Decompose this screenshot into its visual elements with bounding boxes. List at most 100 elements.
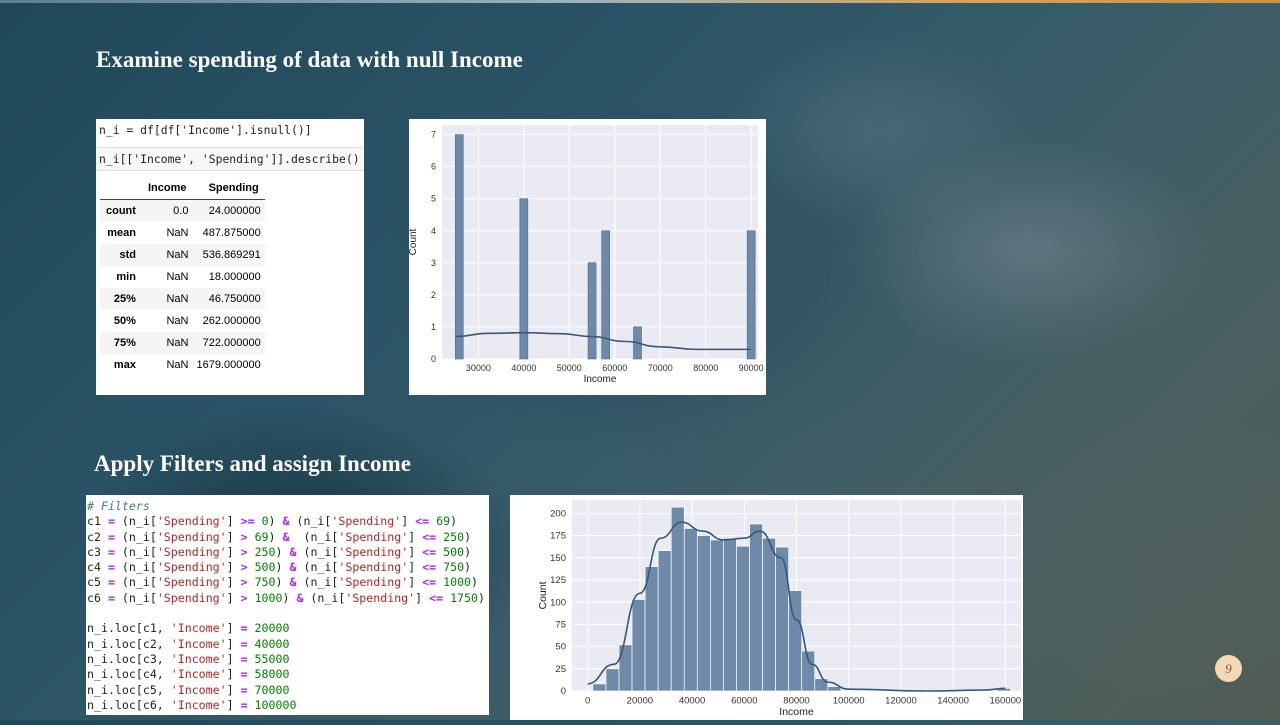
x-axis-label: Income [779, 706, 814, 718]
slide-title-null-income: Examine spending of data with null Incom… [96, 47, 523, 72]
histogram-bar [775, 546, 790, 692]
code-line: # Filters [87, 499, 150, 513]
describe-row-3: min NaN 18.000000 [100, 266, 265, 288]
filters-code-panel: # Filters c1 = (n_i['Spending'] >= 0) & (… [86, 495, 489, 715]
y-tick-label: 175 [550, 531, 566, 542]
describe-row-0: count 0.0 24.000000 [100, 199, 265, 222]
describe-col-spending: Spending [192, 177, 265, 200]
histogram-bar [454, 134, 464, 360]
describe-row-label: mean [107, 227, 136, 239]
histogram-bar [605, 668, 620, 692]
slide-title-filters: Apply Filters and assign Income [94, 451, 411, 476]
page-number-badge: 9 [1215, 655, 1242, 682]
notebook-describe-panel: n_i = df[df['Income'].isnull()] n_i[['In… [96, 119, 364, 395]
describe-cell: 722.000000 [202, 337, 261, 349]
code-line: n_i.loc[c6, 'Income'] = 100000 [87, 697, 297, 712]
income-histogram-full: 0 20000 40000 60000 80000 100000 120000 140000 1… [537, 500, 1021, 718]
describe-cell: NaN [166, 337, 189, 349]
filters-code-cell: # Filters c1 = (n_i['Spending'] >= 0) & (… [86, 495, 489, 713]
describe-col-index [100, 177, 142, 200]
y-tick-label: 3 [431, 258, 436, 268]
x-tick-label: 80000 [693, 363, 718, 373]
histogram-bar [592, 683, 607, 692]
histogram-bar [710, 539, 724, 692]
code-cell-isnull: n_i = df[df['Income'].isnull()] [96, 119, 364, 141]
y-tick-label: 1 [431, 322, 436, 332]
code-line: c4 = (n_i['Spending'] > 500) & (n_i['Spe… [87, 560, 472, 575]
x-tick-label: 90000 [739, 363, 764, 373]
histogram-bar [801, 650, 816, 692]
x-tick-label: 60000 [602, 363, 627, 373]
describe-cell: 536.869291 [202, 249, 261, 261]
describe-row-7: max NaN 1679.000000 [100, 354, 265, 376]
describe-cell: 0.0 [173, 205, 189, 217]
x-axis-label: Income [584, 374, 617, 385]
histogram-bar [657, 550, 672, 692]
describe-table-header: Income Spending [100, 177, 265, 200]
y-tick-label: 125 [550, 575, 566, 586]
plot-area [442, 125, 758, 359]
x-tick-label: 30000 [466, 363, 491, 373]
y-axis-label: Count [409, 228, 419, 255]
code-line: n_i.loc[c3, 'Income'] = 55000 [87, 651, 290, 666]
describe-row-label: 25% [113, 293, 136, 305]
x-tick-label: 60000 [731, 696, 757, 707]
code-line: c5 = (n_i['Spending'] > 750) & (n_i['Spe… [87, 575, 479, 590]
y-tick-label: 200 [550, 508, 566, 519]
code-line: n_i.loc[c1, 'Income'] = 20000 [87, 621, 290, 636]
x-tick-label: 50000 [557, 363, 582, 373]
code-line: n_i.loc[c4, 'Income'] = 58000 [87, 667, 290, 682]
describe-table: Income Spending count 0.0 24.000000 mean NaN… [100, 177, 265, 376]
describe-row-1: mean NaN 487.875000 [100, 222, 265, 244]
histogram-bar [601, 230, 610, 360]
x-tick-label: 120000 [885, 696, 917, 707]
describe-row-label: max [113, 359, 136, 371]
y-tick-label: 0 [431, 354, 436, 364]
describe-row-label: 75% [113, 337, 136, 349]
describe-row-5: 50% NaN 262.000000 [100, 310, 265, 332]
y-tick-label: 0 [561, 686, 566, 697]
code-line: c2 = (n_i['Spending'] > 69) & (n_i['Spen… [87, 529, 472, 544]
histogram-bar [519, 198, 529, 360]
income-histogram-full-panel: 0 20000 40000 60000 80000 100000 120000 140000 1… [510, 495, 1023, 720]
kde-curve [455, 331, 752, 351]
describe-cell: NaN [166, 271, 189, 283]
x-tick-label: 160000 [989, 696, 1021, 707]
y-tick-label: 25 [555, 664, 566, 675]
histogram-bar [814, 678, 829, 692]
histogram-bar [749, 523, 763, 692]
histogram-bar [723, 537, 737, 692]
histogram-bar [644, 566, 659, 692]
kde-curve [587, 521, 1006, 692]
x-tick-label: 100000 [833, 696, 865, 707]
describe-cell: 24.000000 [208, 205, 261, 217]
describe-cell: 1679.000000 [196, 359, 261, 371]
histogram-bar [670, 506, 685, 692]
histogram-bar [736, 545, 750, 692]
y-tick-label: 6 [431, 162, 436, 172]
histogram-bar [746, 230, 756, 360]
histogram-bar [631, 599, 646, 692]
describe-row-label: min [116, 271, 136, 283]
x-tick-label: 140000 [937, 696, 969, 707]
income-histogram-small: 30000 40000 50000 60000 70000 80000 90000 0 1 2 3 4… [408, 125, 764, 385]
x-tick-label: 80000 [783, 696, 809, 707]
y-tick-label: 50 [555, 642, 566, 653]
code-line: c6 = (n_i['Spending'] > 1000) & (n_i['Sp… [87, 590, 485, 605]
income-histogram-small-panel: 30000 40000 50000 60000 70000 80000 90000 0 1 2 3 4… [408, 119, 766, 395]
describe-row-label: count [106, 205, 136, 217]
code-cell-isnull-text: n_i = df[df['Income'].isnull()] [99, 123, 312, 137]
describe-cell: 262.000000 [202, 315, 261, 327]
describe-row-4: 25% NaN 46.750000 [100, 288, 265, 310]
top-accent-bar [0, 0, 1280, 3]
describe-row-2: std NaN 536.869291 [100, 244, 265, 266]
describe-cell: NaN [166, 249, 189, 261]
code-line: c3 = (n_i['Spending'] > 250) & (n_i['Spe… [87, 544, 472, 559]
y-tick-label: 2 [431, 290, 436, 300]
code-cell-describe: n_i[['Income', 'Spending']].describe() [96, 147, 364, 171]
histogram-bar [788, 590, 803, 692]
y-tick-label: 150 [550, 553, 566, 564]
code-line: n_i.loc[c5, 'Income'] = 70000 [87, 682, 290, 697]
describe-cell: 18.000000 [208, 271, 261, 283]
histogram-bar [696, 535, 711, 692]
